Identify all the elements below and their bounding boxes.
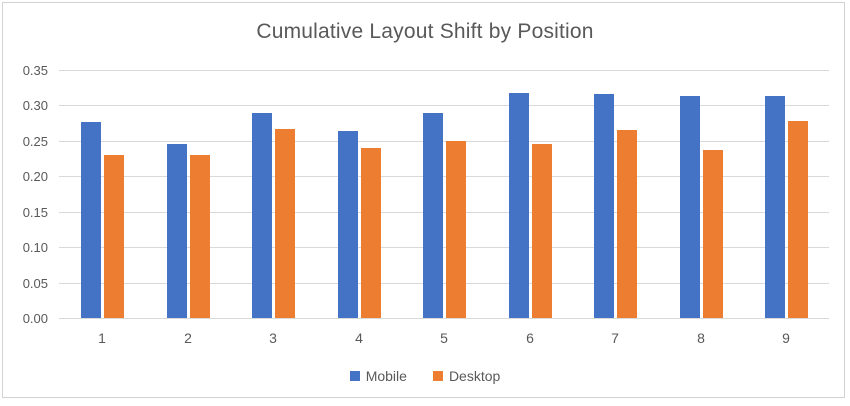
gridline-0.00 (59, 318, 829, 319)
bar-mobile-2 (166, 144, 187, 318)
bar-desktop-9 (787, 121, 808, 318)
bar-desktop-7 (616, 130, 637, 318)
gridline-0.05 (59, 283, 829, 284)
bar-mobile-9 (764, 96, 785, 318)
bar-group-8 (658, 70, 744, 318)
gridline-0.10 (59, 247, 829, 248)
bar-group-5 (401, 70, 487, 318)
bar-desktop-8 (702, 150, 723, 318)
bar-mobile-6 (508, 93, 529, 318)
y-tick-label-0.00: 0.00 (22, 311, 48, 326)
bar-group-7 (572, 70, 658, 318)
bar-mobile-7 (593, 94, 614, 318)
bar-group-6 (487, 70, 573, 318)
bar-group-3 (230, 70, 316, 318)
bar-desktop-6 (531, 144, 552, 318)
x-tick-label-1: 1 (98, 330, 106, 346)
gridline-0.35 (59, 70, 829, 71)
chart-title: Cumulative Layout Shift by Position (256, 20, 594, 43)
x-tick-label-5: 5 (440, 330, 448, 346)
bar-desktop-1 (103, 155, 124, 318)
gridline-0.30 (59, 105, 829, 106)
bar-mobile-4 (337, 131, 358, 318)
x-tick-label-2: 2 (184, 330, 192, 346)
bar-mobile-5 (422, 113, 443, 318)
gridline-0.25 (59, 141, 829, 142)
bar-desktop-3 (274, 129, 295, 318)
bar-mobile-8 (679, 96, 700, 318)
plot-area (59, 70, 829, 319)
y-tick-label-0.10: 0.10 (22, 240, 48, 255)
bar-desktop-4 (360, 148, 381, 318)
legend-label-mobile: Mobile (365, 368, 407, 384)
legend-item-desktop: Desktop (432, 368, 501, 384)
y-tick-label-0.05: 0.05 (22, 276, 48, 291)
x-tick-label-6: 6 (526, 330, 534, 346)
bar-desktop-5 (445, 141, 466, 318)
y-tick-label-0.15: 0.15 (22, 205, 48, 220)
desktop-swatch-icon (432, 371, 443, 381)
gridline-0.15 (59, 212, 829, 213)
x-tick-label-4: 4 (355, 330, 363, 346)
x-tick-label-7: 7 (611, 330, 619, 346)
bar-group-4 (316, 70, 402, 318)
bar-group-9 (743, 70, 829, 318)
x-tick-label-9: 9 (782, 330, 790, 346)
legend-label-desktop: Desktop (448, 368, 501, 384)
legend: Mobile Desktop (0, 368, 850, 384)
y-tick-label-0.20: 0.20 (22, 169, 48, 184)
x-tick-label-3: 3 (269, 330, 277, 346)
legend-item-mobile: Mobile (349, 368, 407, 384)
y-tick-label-0.35: 0.35 (22, 63, 48, 78)
bar-mobile-1 (80, 122, 101, 318)
bar-desktop-2 (189, 155, 210, 318)
bar-group-1 (59, 70, 145, 318)
bar-mobile-3 (251, 113, 272, 318)
gridline-0.20 (59, 176, 829, 177)
mobile-swatch-icon (349, 371, 360, 381)
y-tick-label-0.25: 0.25 (22, 134, 48, 149)
bar-group-2 (145, 70, 231, 318)
y-tick-label-0.30: 0.30 (22, 98, 48, 113)
x-tick-label-8: 8 (697, 330, 705, 346)
